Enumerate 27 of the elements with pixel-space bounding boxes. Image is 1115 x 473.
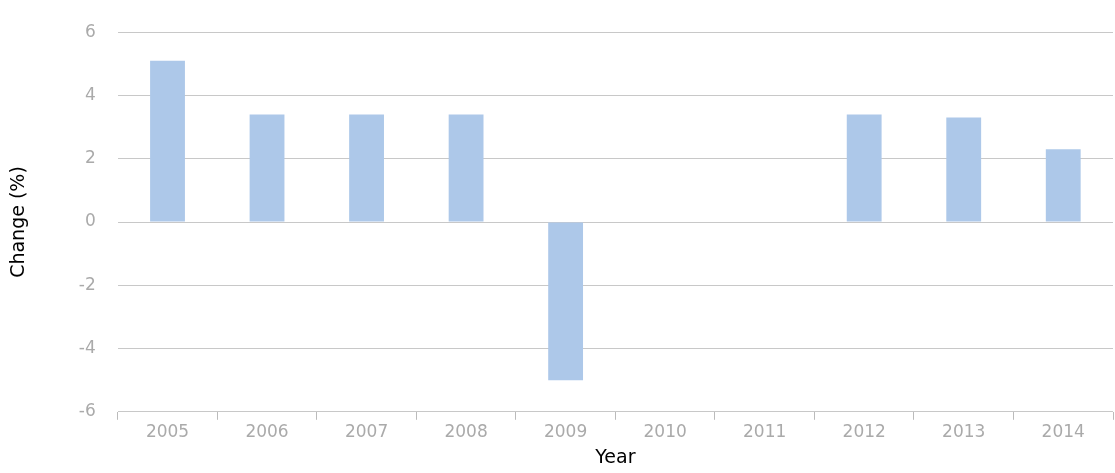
y-tick-label: 0 (84, 210, 96, 231)
y-tick-label: -2 (78, 273, 96, 294)
y-tick-label: 6 (84, 20, 96, 41)
bar (548, 222, 584, 381)
bar (150, 60, 185, 222)
y-tick-label: 4 (84, 83, 96, 104)
bar (1045, 149, 1081, 222)
bar (249, 114, 285, 222)
bar (846, 114, 882, 222)
x-tick-label: 2007 (344, 421, 389, 442)
y-tick-label: -6 (78, 400, 96, 421)
x-tick-label: 2011 (743, 421, 787, 442)
y-axis-title: Change (%) (6, 166, 29, 278)
bar (946, 117, 982, 222)
x-tick-label: 2013 (942, 421, 986, 442)
x-tick-label: 2010 (643, 421, 687, 442)
bar (349, 114, 384, 222)
y-tick-label: 2 (84, 147, 96, 168)
x-tick-label: 2005 (145, 421, 190, 442)
x-tick-label: 2006 (245, 421, 289, 442)
x-tick-label: 2012 (842, 421, 886, 442)
x-tick-label: 2008 (444, 421, 488, 442)
x-tick-label: 2014 (1041, 421, 1085, 442)
bar (448, 114, 484, 222)
y-tick-label: -4 (78, 336, 96, 357)
x-axis-title: Year (594, 444, 636, 467)
x-tick-label: 2009 (543, 421, 588, 442)
